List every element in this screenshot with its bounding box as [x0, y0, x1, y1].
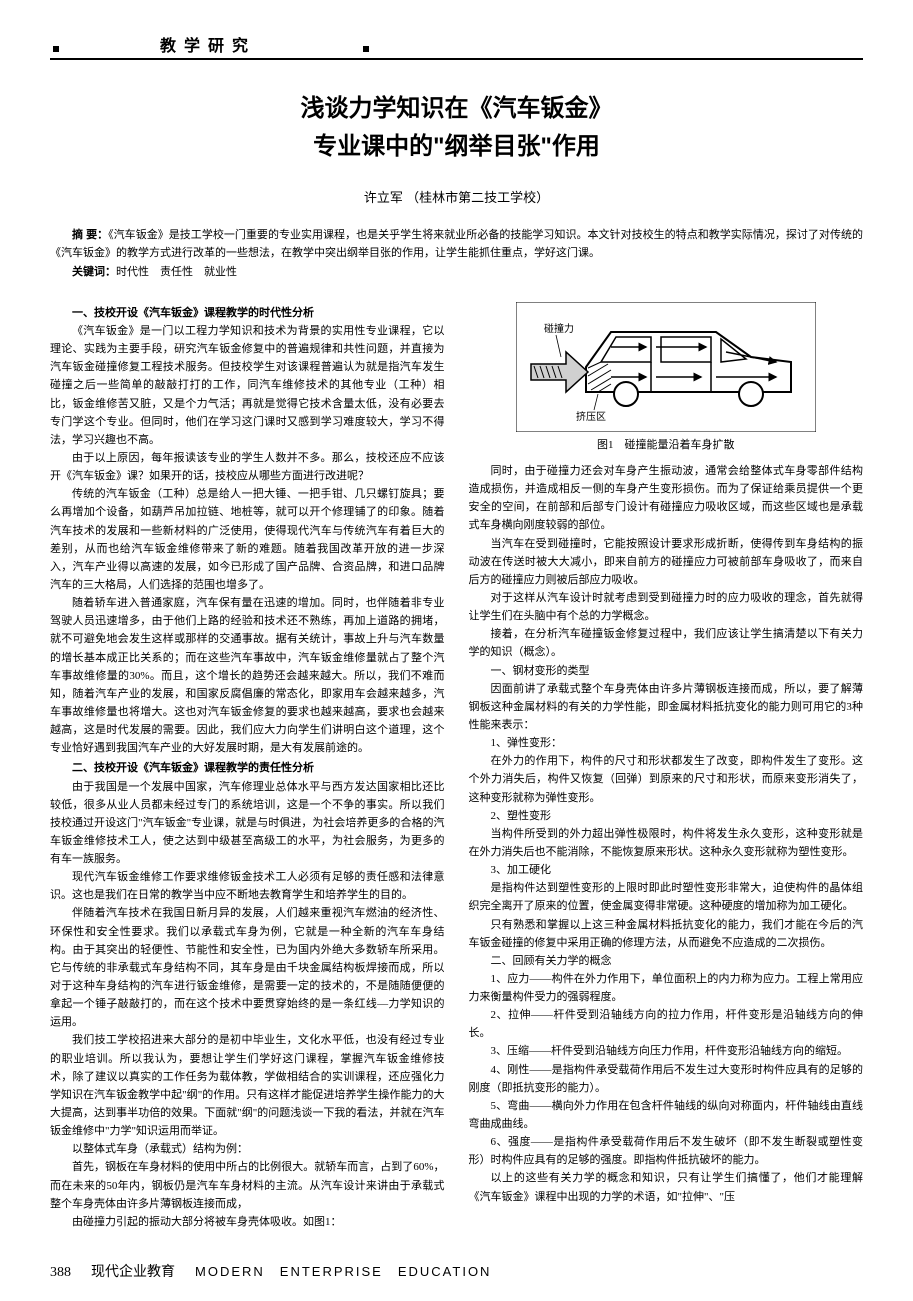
main-title-line2: 专业课中的"纲举目张"作用 — [50, 128, 863, 166]
keywords-text: 时代性 责任性 就业性 — [116, 266, 237, 278]
figure-label-impact: 碰撞力 — [544, 322, 574, 335]
body-paragraph: 以整体式车身（承载式）结构为例： — [50, 1140, 445, 1158]
body-paragraph: 由于以上原因，每年报读该专业的学生人数并不多。那么，技校还应不应该开《汽车钣金》… — [50, 449, 445, 485]
heading-1: 一、技校开设《汽车钣金》课程教学的时代性分析 — [50, 304, 445, 322]
body-paragraph: 1、应力——构件在外力作用下，单位面积上的内力称为应力。工程上常用应力来衡量构件… — [469, 970, 864, 1006]
body-paragraph: 以上的这些有关力学的概念和知识，只有让学生们搞懂了，他们才能理解《汽车钣金》课程… — [469, 1169, 864, 1205]
figure-caption: 图1 碰撞能量沿着车身扩散 — [469, 436, 864, 454]
body-paragraph: 3、加工硬化 — [469, 861, 864, 879]
body-paragraph: 因面前讲了承载式整个车身壳体由许多片薄钢板连接而成，所以，要了解薄钢板这种金属材… — [469, 680, 864, 734]
abstract-label: 摘 要： — [72, 229, 108, 241]
body-paragraph: 5、弯曲——横向外力作用在包含杆件轴线的纵向对称面内，杆件轴线由直线弯曲成曲线。 — [469, 1097, 864, 1133]
body-paragraph: 由碰撞力引起的振动大部分将被车身壳体吸收。如图1： — [50, 1213, 445, 1231]
heading-2: 二、技校开设《汽车钣金》课程教学的责任性分析 — [50, 759, 445, 777]
body-paragraph: 对于这样从汽车设计时就考虑到受到碰撞力时的应力吸收的理念，首先就得让学生们在头脑… — [469, 589, 864, 625]
body-paragraph: 当构件所受到的外力超出弹性极限时，构件将发生永久变形，这种变形就是在外力消失后也… — [469, 825, 864, 861]
body-paragraph: 当汽车在受到碰撞时，它能按照设计要求形成折断，使得传到车身结构的振动波在传送时被… — [469, 535, 864, 589]
keywords-label: 关键词： — [72, 266, 116, 278]
subheading: 二、回顾有关力学的概念 — [469, 952, 864, 970]
section-header: 教学研究 — [50, 40, 863, 60]
body-paragraph: 6、强度——是指构件承受载荷作用后不发生破坏（即不发生断裂或塑性变形）时构件应具… — [469, 1133, 864, 1169]
body-paragraph: 在外力的作用下，构件的尺寸和形状都发生了改变，即构件发生了变形。这个外力消失后，… — [469, 752, 864, 806]
abstract-text: 《汽车钣金》是技工学校一门重要的专业实用课程，也是关乎学生将来就业所必备的技能学… — [50, 229, 863, 260]
author-affiliation: （桂林市第二技工学校） — [406, 190, 549, 205]
body-paragraph: 伴随着汽车技术在我国日新月异的发展，人们越来重视汽车燃油的经济性、环保性和安全性… — [50, 904, 445, 1031]
author-line: 许立军 （桂林市第二技工学校） — [50, 187, 863, 206]
body-paragraph: 《汽车钣金》是一门以工程力学知识和技术为背景的实用性专业课程，它以理论、实践为主… — [50, 322, 445, 449]
dot-icon — [363, 46, 369, 52]
body-paragraph: 我们技工学校招进来大部分的是初中毕业生，文化水平低，也没有经过专业的职业培训。所… — [50, 1031, 445, 1140]
body-paragraph: 接着，在分析汽车碰撞钣金修复过程中，我们应该让学生搞清楚以下有关力学的知识（概念… — [469, 625, 864, 661]
page-number: 388 — [50, 1265, 71, 1281]
body-paragraph: 1、弹性变形： — [469, 734, 864, 752]
journal-name-en: MODERN ENTERPRISE EDUCATION — [195, 1261, 491, 1280]
car-diagram-icon: 碰撞力 挤压区 — [516, 302, 816, 432]
section-label: 教学研究 — [150, 32, 266, 56]
dot-icon — [53, 46, 59, 52]
main-title-line1: 浅谈力学知识在《汽车钣金》 — [50, 90, 863, 128]
author-name: 许立军 — [364, 190, 403, 205]
figure-1: 碰撞力 挤压区 图1 碰撞能量沿着车身扩散 — [469, 302, 864, 454]
title-block: 浅谈力学知识在《汽车钣金》 专业课中的"纲举目张"作用 — [50, 90, 863, 167]
figure-label-compress: 挤压区 — [576, 410, 606, 423]
body-paragraph: 2、拉伸——杆件受到沿轴线方向的拉力作用，杆件变形是沿轴线方向的伸长。 — [469, 1006, 864, 1042]
body-paragraph: 2、塑性变形 — [469, 807, 864, 825]
body-paragraph: 只有熟悉和掌握以上这三种金属材料抵抗变化的能力，我们才能在今后的汽车钣金碰撞的修… — [469, 916, 864, 952]
body-paragraph: 4、刚性——是指构件承受载荷作用后不发生过大变形时构件应具有的足够的刚度（即抵抗… — [469, 1061, 864, 1097]
subheading: 一、钢材变形的类型 — [469, 662, 864, 680]
journal-name-cn: 现代企业教育 — [91, 1261, 175, 1281]
body-paragraph: 现代汽车钣金维修工作要求维修钣金技术工人必须有足够的责任感和法律意识。这也是我们… — [50, 868, 445, 904]
body-paragraph: 同时，由于碰撞力还会对车身产生振动波，通常会给整体式车身零部件结构造成损伤，并造… — [469, 462, 864, 535]
abstract-block: 摘 要：《汽车钣金》是技工学校一门重要的专业实用课程，也是关乎学生将来就业所必备… — [50, 226, 863, 282]
page-footer: 388 现代企业教育 MODERN ENTERPRISE EDUCATION — [50, 1261, 863, 1281]
body-paragraph: 由于我国是一个发展中国家，汽车修理业总体水平与西方发达国家相比还比较低，很多从业… — [50, 778, 445, 869]
body-columns: 一、技校开设《汽车钣金》课程教学的时代性分析 《汽车钣金》是一门以工程力学知识和… — [50, 302, 863, 1231]
body-paragraph: 是指构件达到塑性变形的上限时即此时塑性变形非常大，迫使构件的晶体组织完全离开了原… — [469, 879, 864, 915]
body-paragraph: 随着轿车进入普通家庭，汽车保有量在迅速的增加。同时，也伴随着非专业驾驶人员迅速增… — [50, 594, 445, 757]
body-paragraph: 3、压缩——杆件受到沿轴线方向压力作用，杆件变形沿轴线方向的缩短。 — [469, 1042, 864, 1060]
body-paragraph: 传统的汽车钣金（工种）总是给人一把大锤、一把手钳、几只螺钉旋具；要么再增加个设备… — [50, 485, 445, 594]
body-paragraph: 首先，钢板在车身材料的使用中所占的比例很大。就轿车而言，占到了60%，而在未来的… — [50, 1158, 445, 1212]
